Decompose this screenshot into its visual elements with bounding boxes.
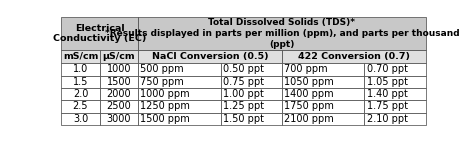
Bar (221, 63, 282, 75)
Text: 1050 ppm: 1050 ppm (284, 77, 334, 87)
Text: 1.75 ppt: 1.75 ppt (367, 101, 408, 111)
Text: 2000: 2000 (106, 89, 131, 99)
Text: 1000 ppm: 1000 ppm (141, 89, 190, 99)
Bar (221, 100, 282, 113)
Bar (61, 75, 100, 88)
Text: 1.5: 1.5 (73, 77, 88, 87)
Text: 2.10 ppt: 2.10 ppt (367, 114, 408, 124)
Bar (100, 63, 138, 75)
Bar (138, 63, 221, 75)
Text: 0.75 ppt: 0.75 ppt (223, 77, 264, 87)
Text: 500 ppm: 500 ppm (141, 64, 184, 74)
Text: 750 ppm: 750 ppm (141, 77, 184, 87)
Bar (221, 113, 282, 125)
Text: 1.00 ppt: 1.00 ppt (223, 89, 264, 99)
Bar (61, 113, 100, 125)
Text: 1250 ppm: 1250 ppm (141, 101, 190, 111)
Text: 1.40 ppt: 1.40 ppt (367, 89, 408, 99)
Text: Total Dissolved Solids (TDS)*
*Results displayed in parts per million (ppm), and: Total Dissolved Solids (TDS)* *Results d… (104, 18, 459, 49)
Bar (364, 113, 426, 125)
Bar (282, 100, 364, 113)
Text: 1750 ppm: 1750 ppm (284, 101, 334, 111)
Text: 3000: 3000 (107, 114, 131, 124)
Bar (221, 75, 282, 88)
Bar (364, 88, 426, 100)
Bar (138, 50, 282, 63)
Bar (100, 88, 138, 100)
Text: μS/cm: μS/cm (103, 52, 135, 61)
Text: 1.25 ppt: 1.25 ppt (223, 101, 264, 111)
Text: 1500: 1500 (106, 77, 131, 87)
Text: Electrical
Conductivity (EC): Electrical Conductivity (EC) (53, 24, 146, 43)
Bar (138, 75, 221, 88)
Text: 1.50 ppt: 1.50 ppt (223, 114, 264, 124)
Text: 1000: 1000 (107, 64, 131, 74)
Text: NaCl Conversion (0.5): NaCl Conversion (0.5) (152, 52, 268, 61)
Text: 422 Conversion (0.7): 422 Conversion (0.7) (298, 52, 410, 61)
Text: 1.0: 1.0 (73, 64, 88, 74)
Bar (221, 88, 282, 100)
Text: 1400 ppm: 1400 ppm (284, 89, 334, 99)
Bar (61, 17, 138, 50)
Bar (282, 113, 364, 125)
Bar (100, 100, 138, 113)
Text: 1.05 ppt: 1.05 ppt (367, 77, 408, 87)
Text: mS/cm: mS/cm (63, 52, 98, 61)
Bar (364, 75, 426, 88)
Bar (138, 113, 221, 125)
Bar (61, 88, 100, 100)
Bar (61, 100, 100, 113)
Bar (138, 17, 426, 50)
Text: 0.50 ppt: 0.50 ppt (223, 64, 264, 74)
Bar (282, 50, 426, 63)
Text: 0.70 ppt: 0.70 ppt (367, 64, 408, 74)
Bar (100, 113, 138, 125)
Text: 2.0: 2.0 (73, 89, 88, 99)
Bar (138, 88, 221, 100)
Bar (138, 100, 221, 113)
Bar (282, 75, 364, 88)
Bar (282, 63, 364, 75)
Bar (364, 63, 426, 75)
Text: 2500: 2500 (106, 101, 131, 111)
Text: 1500 ppm: 1500 ppm (141, 114, 190, 124)
Bar (282, 88, 364, 100)
Text: 2100 ppm: 2100 ppm (284, 114, 334, 124)
Bar (61, 50, 100, 63)
Bar (100, 50, 138, 63)
Text: 3.0: 3.0 (73, 114, 88, 124)
Bar (61, 63, 100, 75)
Text: 700 ppm: 700 ppm (284, 64, 328, 74)
Bar (364, 100, 426, 113)
Text: 2.5: 2.5 (73, 101, 88, 111)
Bar (100, 75, 138, 88)
